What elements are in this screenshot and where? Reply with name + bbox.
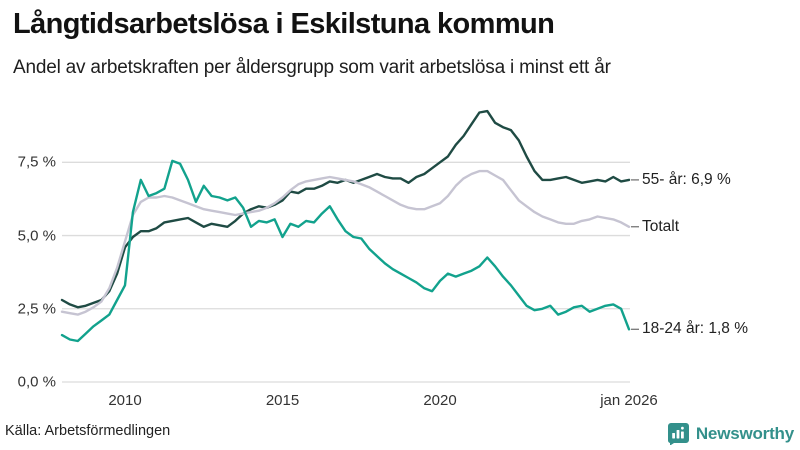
- series-end-label-55- år: 55- år: 6,9 %: [642, 170, 731, 188]
- newsworthy-logo-icon: [667, 423, 689, 445]
- source-note: Källa: Arbetsförmedlingen: [5, 423, 171, 439]
- x-tick-label: 2020: [423, 392, 457, 409]
- series-line-18-24 år: [60, 159, 631, 343]
- y-tick-label: 7,5 %: [17, 153, 56, 171]
- x-tick-label: jan 2026: [600, 392, 658, 409]
- brand-mark: Newsworthy: [667, 422, 794, 445]
- series-line-Totalt: [60, 169, 631, 316]
- x-tick-label: 2010: [108, 392, 142, 409]
- y-tick-label: 2,5 %: [17, 300, 56, 318]
- y-tick-label: 0,0 %: [17, 373, 56, 391]
- chart-subtitle: Andel av arbetskraften per åldersgrupp s…: [13, 57, 611, 78]
- brand-name: Newsworthy: [695, 423, 794, 443]
- x-tick-label: 2015: [265, 392, 300, 409]
- page-title: Långtidsarbetslösa i Eskilstuna kommun: [13, 8, 555, 40]
- y-tick-label: 5,0 %: [17, 227, 56, 245]
- series-end-label-18-24 år: 18-24 år: 1,8 %: [642, 320, 748, 338]
- series-end-label-Totalt: Totalt: [642, 217, 680, 235]
- series-line-55- år: [60, 109, 631, 309]
